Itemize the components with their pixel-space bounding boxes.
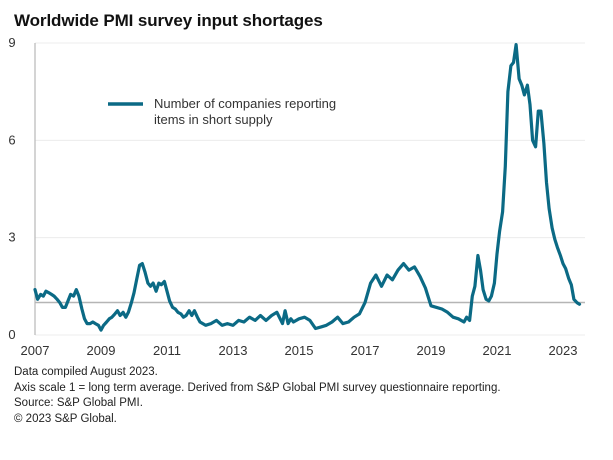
footnote-data-compiled: Data compiled August 2023. <box>14 366 158 378</box>
x-tick-label: 2019 <box>417 343 446 358</box>
footnote-copyright: © 2023 S&P Global. <box>14 412 117 425</box>
footnotes: Data compiled August 2023. Axis scale 1 … <box>14 365 501 427</box>
legend-label-line1: Number of companies reporting <box>154 96 336 111</box>
y-tick-label: 0 <box>8 327 15 342</box>
legend-label-line2: items in short supply <box>154 112 273 127</box>
x-tick-label: 2021 <box>483 343 512 358</box>
y-axis-ticks: 0 3 6 9 <box>8 35 15 342</box>
footnote-axis-scale: Axis scale 1 = long term average. Derive… <box>14 381 501 394</box>
y-tick-label: 9 <box>8 35 15 50</box>
x-tick-label: 2013 <box>219 343 248 358</box>
legend: Number of companies reporting items in s… <box>108 96 336 127</box>
y-tick-label: 6 <box>8 132 15 147</box>
x-axis-ticks: 2007 2009 2011 2013 2015 2017 2019 2021 2023 <box>21 343 578 358</box>
chart-title: Worldwide PMI survey input shortages <box>14 11 323 30</box>
series-line-shortages <box>33 43 582 332</box>
y-tick-label: 3 <box>8 230 15 245</box>
x-tick-label: 2007 <box>21 343 50 358</box>
grid-lines <box>35 42 585 336</box>
x-tick-label: 2015 <box>285 343 314 358</box>
x-tick-label: 2009 <box>87 343 116 358</box>
x-tick-label: 2011 <box>153 343 181 358</box>
footnote-source: Source: S&P Global PMI. <box>14 397 143 409</box>
x-tick-label: 2017 <box>351 343 380 358</box>
x-tick-label: 2023 <box>549 343 578 358</box>
